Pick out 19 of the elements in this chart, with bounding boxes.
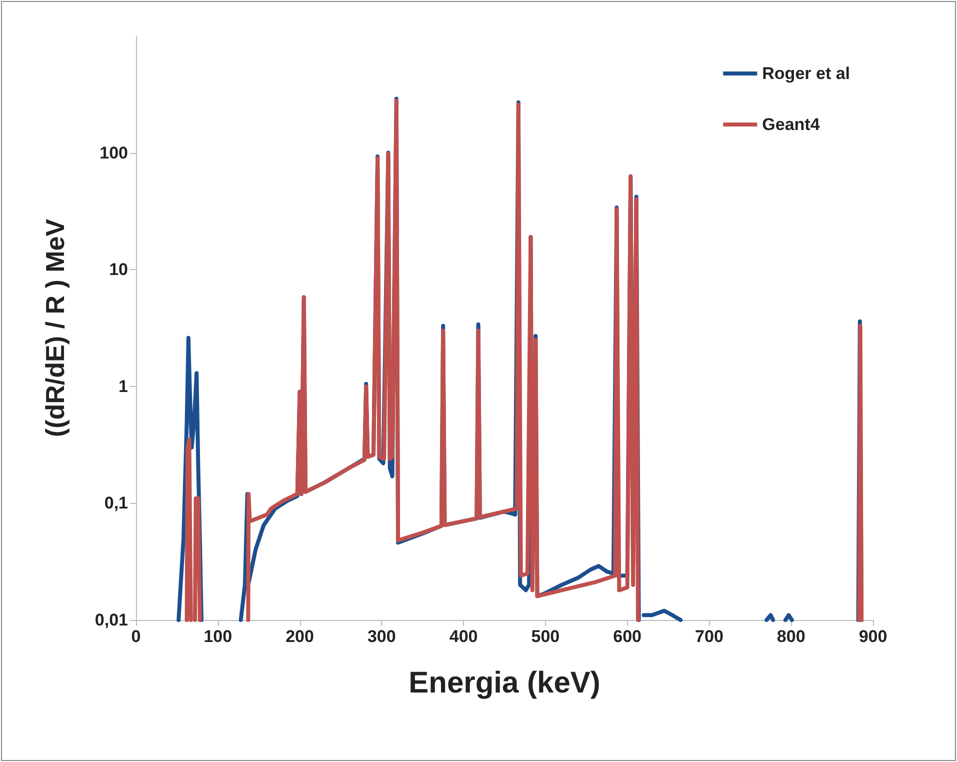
x-tick-label: 400 — [449, 627, 478, 646]
x-tick-label: 700 — [695, 627, 724, 646]
y-axis-title: ((dR/dE) / R ) MeV — [40, 218, 70, 438]
legend-label: Geant4 — [762, 115, 820, 134]
legend-label: Roger et al — [762, 64, 850, 83]
x-tick-label: 900 — [858, 627, 888, 646]
x-tick-label: 200 — [286, 627, 314, 646]
x-tick-label: 100 — [204, 627, 232, 646]
x-tick-label: 500 — [531, 627, 560, 646]
x-tick-label: 800 — [776, 627, 806, 646]
x-tick-label: 600 — [613, 627, 642, 646]
y-tick-label: 0,1 — [104, 494, 128, 513]
y-tick-label: 100 — [100, 143, 128, 162]
y-tick-label: 1 — [118, 376, 128, 396]
x-tick-label: 300 — [367, 627, 396, 646]
x-tick-label: 0 — [131, 627, 141, 646]
x-axis-title: Energia (keV) — [408, 666, 600, 700]
y-tick-label: 0,01 — [94, 610, 128, 630]
y-tick-label: 10 — [109, 260, 128, 280]
